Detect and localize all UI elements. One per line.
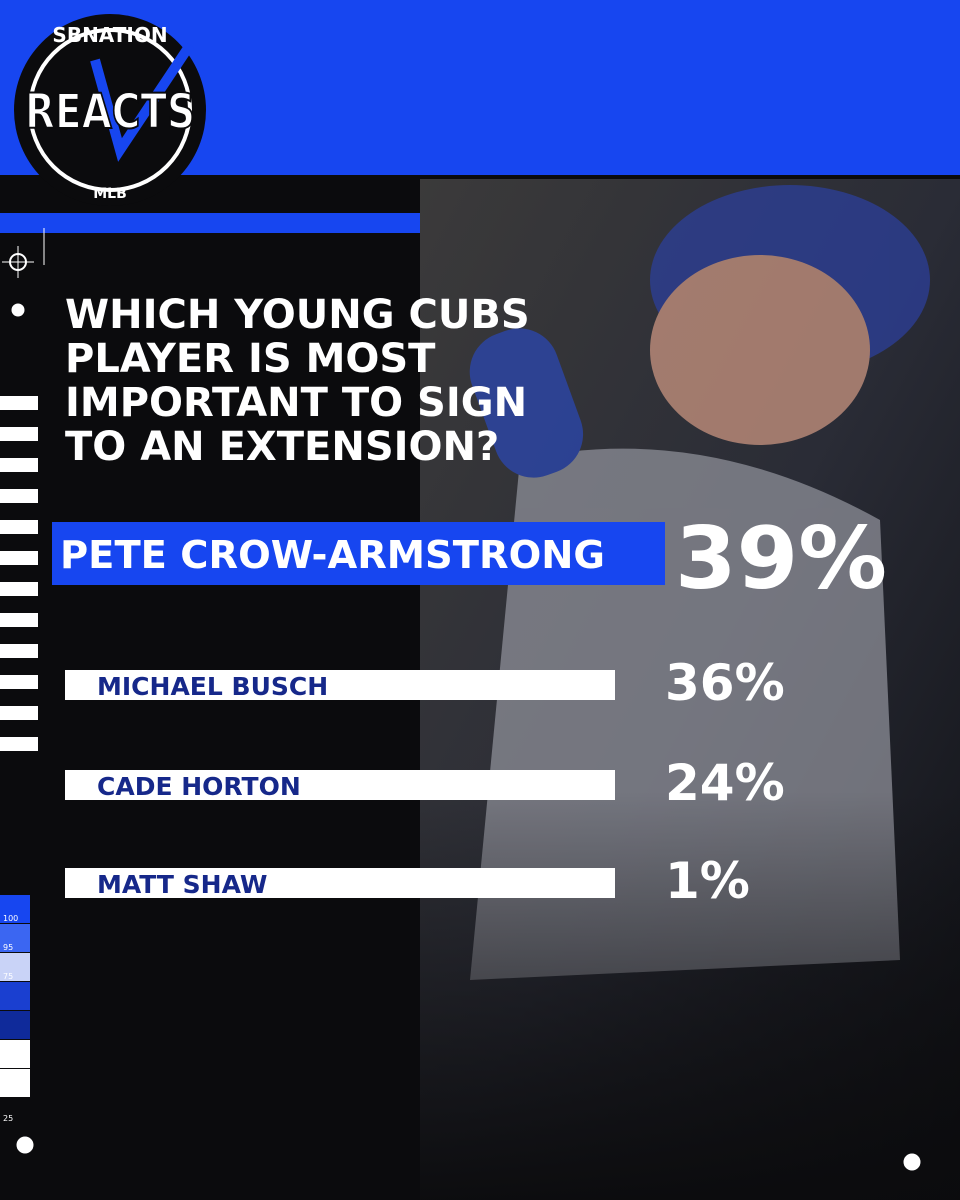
question-line: IMPORTANT TO SIGN: [65, 380, 527, 426]
stripe: [0, 644, 38, 658]
stripe: [0, 489, 38, 503]
logo-brand: SBNATION: [52, 23, 167, 47]
question-line: WHICH YOUNG CUBS: [65, 292, 530, 338]
swatch-label: 95: [3, 943, 13, 952]
logo-title: REACTS: [25, 84, 195, 140]
swatch: [0, 1069, 30, 1097]
question-line: PLAYER IS MOST: [65, 336, 436, 382]
option-percent: 24%: [665, 754, 785, 812]
swatch: [0, 1011, 30, 1039]
swatch-label: 75: [3, 972, 13, 981]
option-name: MATT SHAW: [97, 870, 267, 899]
accent-bar: [0, 213, 420, 233]
option-bar: [65, 770, 615, 800]
side-stripes: [0, 396, 38, 751]
swatch-label: 100: [3, 914, 18, 923]
option-percent: 39%: [675, 509, 887, 609]
stripe: [0, 427, 38, 441]
swatch: [0, 1040, 30, 1068]
logo-league: MLB: [93, 186, 127, 202]
option-bar: [65, 868, 615, 898]
stripe: [0, 551, 38, 565]
stripe: [0, 582, 38, 596]
swatch: [0, 982, 30, 1010]
swatch: [0, 953, 30, 981]
swatch: [0, 924, 30, 952]
results: PETE CROW-ARMSTRONG 39% MICHAEL BUSCH 36% CA…: [52, 509, 887, 910]
winner-bar: [52, 522, 665, 585]
question-line: TO AN EXTENSION?: [65, 424, 499, 470]
swatch: [0, 895, 30, 923]
option-name: CADE HORTON: [97, 772, 301, 801]
option-name: PETE CROW-ARMSTRONG: [60, 533, 605, 577]
swatch-label: 25: [3, 1114, 13, 1123]
stripe: [0, 520, 38, 534]
option-percent: 1%: [665, 852, 750, 910]
stripe: [0, 737, 38, 751]
logo: SBNATION REACTS MLB: [14, 14, 206, 206]
stripe: [0, 706, 38, 720]
stripe: [0, 458, 38, 472]
option-name: MICHAEL BUSCH: [97, 672, 328, 701]
option-percent: 36%: [665, 654, 785, 712]
stripe: [0, 396, 38, 410]
stripe: [0, 613, 38, 627]
side-decor: [2, 228, 921, 1171]
stripe: [0, 675, 38, 689]
header-edge: [0, 175, 960, 179]
color-scale: 100 95 75 25: [0, 895, 30, 1123]
option-bar: [65, 670, 615, 700]
